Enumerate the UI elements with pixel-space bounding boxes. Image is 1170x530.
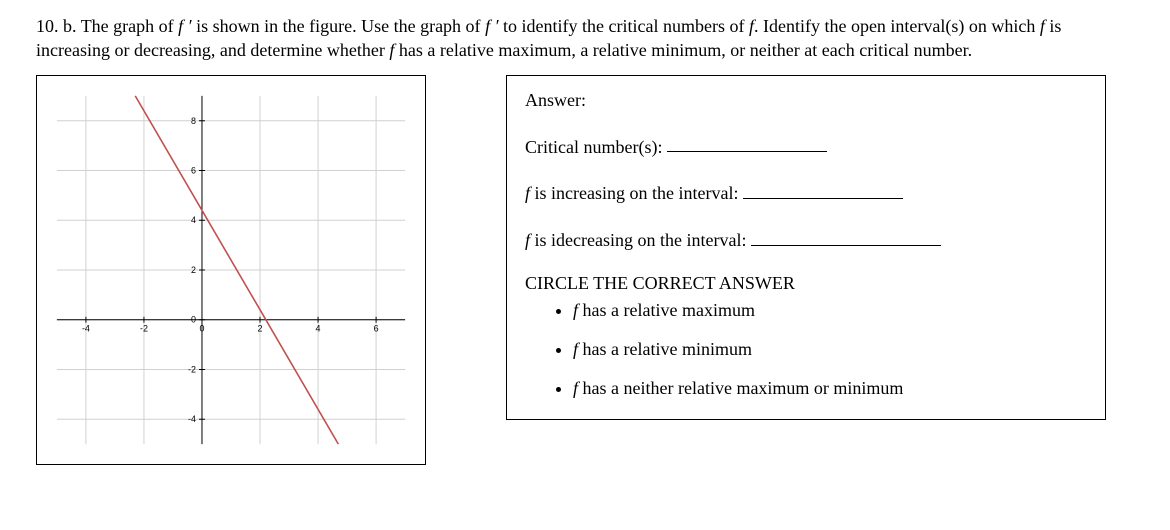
opt2-rest: has a relative minimum bbox=[578, 339, 752, 359]
opt1-rest: has a relative maximum bbox=[578, 300, 755, 320]
inc-rest: is increasing on the interval: bbox=[530, 183, 738, 203]
svg-text:8: 8 bbox=[191, 115, 196, 125]
q-fprime1: f ′ bbox=[178, 16, 191, 36]
svg-text:4: 4 bbox=[316, 323, 321, 333]
svg-text:0: 0 bbox=[199, 323, 204, 333]
decreasing-line: f is idecreasing on the interval: bbox=[525, 226, 1087, 251]
answer-box: Answer: Critical number(s): f is increas… bbox=[506, 75, 1106, 420]
svg-text:-2: -2 bbox=[140, 323, 148, 333]
q-t6: has a relative maximum, a relative minim… bbox=[394, 40, 972, 60]
options-list: f has a relative maximum f has a relativ… bbox=[525, 300, 1087, 399]
q-fprime2: f ′ bbox=[485, 16, 498, 36]
inc-blank[interactable] bbox=[743, 179, 903, 199]
svg-text:2: 2 bbox=[258, 323, 263, 333]
crit-blank[interactable] bbox=[667, 133, 827, 153]
q-t2: is shown in the figure. Use the graph of bbox=[192, 16, 485, 36]
q-t1: The graph of bbox=[81, 16, 178, 36]
svg-text:4: 4 bbox=[191, 215, 196, 225]
svg-text:6: 6 bbox=[374, 323, 379, 333]
chart-container: -4 -2 0 2 4 6 -4 -2 0 2 4 6 8 bbox=[36, 75, 426, 465]
increasing-line: f is increasing on the interval: bbox=[525, 179, 1087, 204]
svg-text:-2: -2 bbox=[188, 364, 196, 374]
graph-svg: -4 -2 0 2 4 6 -4 -2 0 2 4 6 8 bbox=[37, 76, 425, 464]
critical-line: Critical number(s): bbox=[525, 133, 1087, 158]
q-t4: . Identify the open interval(s) on which bbox=[754, 16, 1040, 36]
dec-rest: is idecreasing on the interval: bbox=[530, 230, 746, 250]
q-t3: to identify the critical numbers of bbox=[499, 16, 749, 36]
option-min[interactable]: f has a relative minimum bbox=[573, 339, 1087, 360]
svg-text:0: 0 bbox=[191, 314, 196, 324]
crit-label: Critical number(s): bbox=[525, 136, 662, 156]
svg-text:-4: -4 bbox=[188, 414, 196, 424]
circle-header: CIRCLE THE CORRECT ANSWER bbox=[525, 273, 1087, 294]
question-text: 10. b. The graph of f ′ is shown in the … bbox=[36, 14, 1134, 63]
option-neither[interactable]: f has a neither relative maximum or mini… bbox=[573, 378, 1087, 399]
option-max[interactable]: f has a relative maximum bbox=[573, 300, 1087, 321]
dec-blank[interactable] bbox=[751, 226, 941, 246]
opt3-rest: has a neither relative maximum or minimu… bbox=[578, 378, 903, 398]
svg-text:6: 6 bbox=[191, 165, 196, 175]
svg-text:-4: -4 bbox=[82, 323, 90, 333]
svg-text:2: 2 bbox=[191, 265, 196, 275]
content-row: -4 -2 0 2 4 6 -4 -2 0 2 4 6 8 Answer: Critical numbe… bbox=[36, 75, 1134, 465]
answer-header: Answer: bbox=[525, 90, 1087, 111]
question-number: 10. b. bbox=[36, 16, 77, 36]
